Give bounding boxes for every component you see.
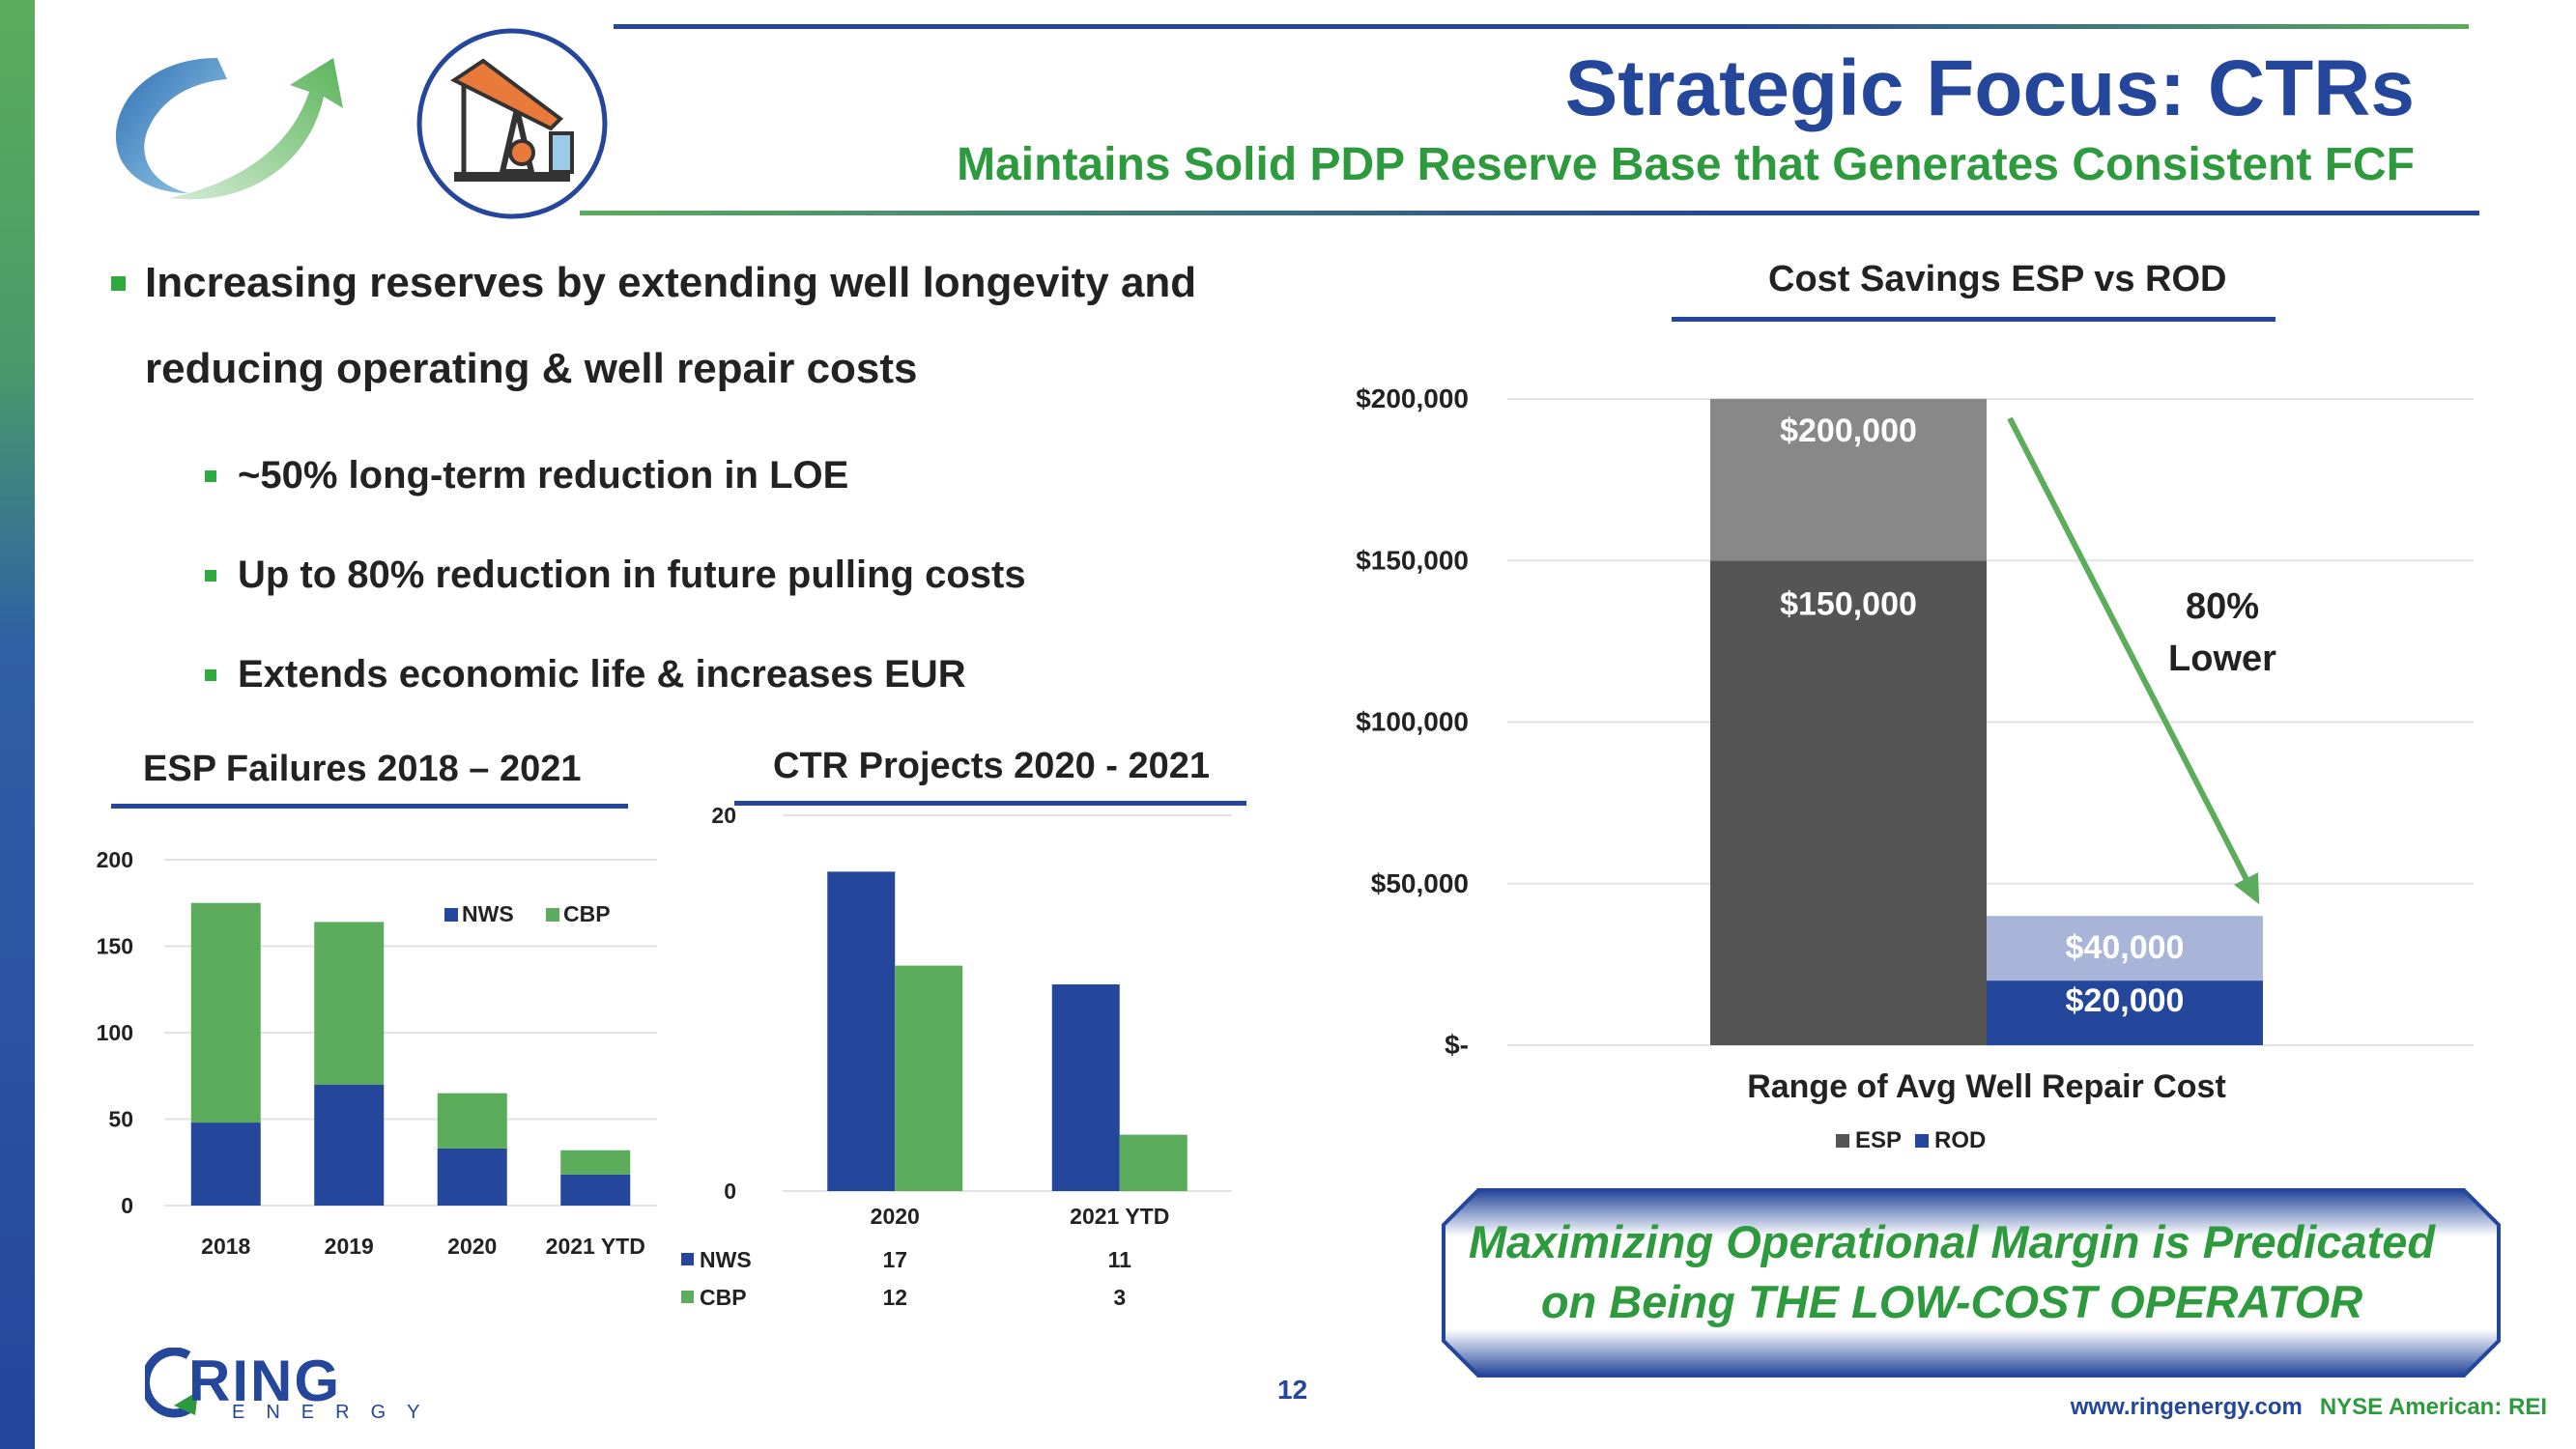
bar-rod-low: [1987, 980, 2263, 1045]
chart2-title-underline: [734, 801, 1246, 806]
x-tick-label: 2020: [871, 1204, 920, 1229]
sub-bullet: ~50% long-term reduction in LOE: [205, 454, 848, 497]
legend-label: ESP: [1855, 1127, 1902, 1153]
bar-nws: [560, 1174, 631, 1206]
bar-cbp: [560, 1150, 631, 1175]
website-link[interactable]: www.ringenergy.com: [2070, 1394, 2303, 1420]
y-tick-label: $50,000: [1371, 868, 1469, 898]
bullet-square: [111, 276, 126, 291]
page-title: Strategic Focus: CTRs: [1564, 44, 2415, 132]
legend-label: ROD: [1934, 1127, 1986, 1153]
data-table-cell: 17: [882, 1247, 907, 1272]
bullet-main-line2: reducing operating & well repair costs: [145, 345, 918, 392]
legend-swatch-rod: [1915, 1134, 1929, 1148]
annotation-text: Lower: [2168, 639, 2276, 679]
ring-logo-icon: [145, 1348, 198, 1418]
logo-wordmark: RING: [188, 1349, 341, 1413]
chart1-title: ESP Failures 2018 – 2021: [143, 749, 582, 789]
bar-esp-low: [1710, 560, 1987, 1045]
chart2-title: CTR Projects 2020 - 2021: [773, 746, 1211, 786]
y-tick-label: $100,000: [1356, 707, 1469, 737]
cost-savings-chart: $- $50,000 $100,000 $150,000 $200,000 $200,00…: [1356, 384, 2474, 1153]
x-tick-label: 2021 YTD: [546, 1234, 645, 1259]
bar-nws: [827, 871, 896, 1191]
y-tick-label: $200,000: [1356, 384, 1469, 413]
y-tick-label: 0: [724, 1179, 736, 1204]
page-subtitle: Maintains Solid PDP Reserve Base that Ge…: [957, 139, 2415, 190]
header-bottom-rule: [580, 211, 2479, 215]
callout-line1: Maximizing Operational Margin is Predica…: [1468, 1216, 2436, 1267]
bar-nws: [437, 1148, 507, 1206]
x-tick-label: 2018: [201, 1234, 250, 1259]
chart3-title-underline: [1672, 317, 2275, 322]
legend-label: CBP: [563, 901, 611, 926]
y-tick-label: 100: [97, 1020, 133, 1045]
x-tick-label: 2020: [447, 1234, 497, 1259]
sub-bullet-text: Extends economic life & increases EUR: [238, 653, 966, 696]
bar-cbp: [314, 922, 385, 1085]
y-tick-label: 50: [108, 1107, 133, 1132]
legend-label: NWS: [700, 1247, 752, 1272]
legend-swatch-nws: [681, 1253, 694, 1265]
left-accent-bar: [0, 0, 35, 1449]
legend-label: NWS: [462, 901, 514, 926]
callout-box: [1442, 1188, 2501, 1378]
y-tick-label: 150: [97, 934, 133, 959]
sub-bullet: Up to 80% reduction in future pulling co…: [205, 554, 1026, 597]
legend-label: CBP: [700, 1285, 747, 1310]
x-tick-label: 2021 YTD: [1070, 1204, 1169, 1229]
bullet-square: [205, 570, 216, 582]
legend-swatch-esp: [1836, 1134, 1849, 1148]
bullet-main: Increasing reserves by extending well lo…: [111, 259, 1196, 307]
sub-bullet: Extends economic life & increases EUR: [205, 653, 966, 696]
bar-nws: [190, 1122, 261, 1206]
bullet-main-line1: Increasing reserves by extending well lo…: [145, 259, 1197, 306]
bar-nws: [314, 1084, 385, 1206]
data-label: $150,000: [1780, 585, 1917, 622]
bar-cbp: [1119, 1134, 1188, 1191]
chart1-title-underline: [111, 804, 628, 809]
data-label: $40,000: [2066, 929, 2185, 966]
sub-bullet-text: ~50% long-term reduction in LOE: [238, 454, 849, 497]
data-table-cell: 11: [1108, 1247, 1132, 1272]
sub-bullet-text: Up to 80% reduction in future pulling co…: [238, 554, 1026, 596]
data-label: $200,000: [1780, 412, 1917, 449]
x-axis-label: Range of Avg Well Repair Cost: [1747, 1068, 2226, 1105]
legend-swatch-cbp: [546, 908, 559, 922]
cycle-arrow-icon: [115, 58, 343, 200]
annotation-text: 80%: [2186, 586, 2259, 627]
y-tick-label: 0: [121, 1193, 133, 1218]
exchange-ticker: NYSE American: REI: [2319, 1394, 2547, 1420]
data-label: $20,000: [2066, 982, 2185, 1019]
bar-cbp: [437, 1093, 507, 1149]
trend-arrow-line: [2007, 416, 2254, 891]
data-table-cell: 12: [882, 1285, 907, 1310]
data-table-cell: 3: [1113, 1285, 1126, 1310]
legend-swatch-cbp: [681, 1291, 694, 1303]
header-top-rule: [614, 24, 2469, 29]
y-tick-label: $-: [1445, 1030, 1469, 1060]
y-tick-label: 20: [711, 803, 736, 828]
callout-line2: on Being THE LOW-COST OPERATOR: [1540, 1276, 2363, 1327]
bar-nws: [1051, 984, 1120, 1191]
bar-cbp: [190, 902, 261, 1123]
footer-info: www.ringenergy.com NYSE American: REI: [2071, 1394, 2547, 1421]
pumpjack-icon: [416, 28, 608, 219]
bar-esp-high: [1710, 399, 1987, 561]
y-tick-label: $150,000: [1356, 545, 1469, 575]
bullet-square: [205, 669, 216, 681]
page-number: 12: [1277, 1375, 1308, 1405]
callout-text: Maximizing Operational Margin is Predica…: [1430, 1212, 2474, 1332]
esp-failures-chart: 0 50 100 150 200 2018 2019 2020 2021 YTD NWS CBP: [97, 847, 657, 1259]
bullet-square: [205, 470, 216, 482]
chart3-title: Cost Savings ESP vs ROD: [1768, 259, 2227, 299]
bar-rod-high: [1987, 916, 2263, 981]
legend-swatch-nws: [444, 908, 458, 922]
logo-subtext: ENERGY: [232, 1402, 442, 1423]
y-tick-label: 200: [97, 847, 133, 872]
trend-arrow-head: [2234, 872, 2260, 905]
bar-cbp: [895, 965, 963, 1191]
x-tick-label: 2019: [325, 1234, 374, 1259]
